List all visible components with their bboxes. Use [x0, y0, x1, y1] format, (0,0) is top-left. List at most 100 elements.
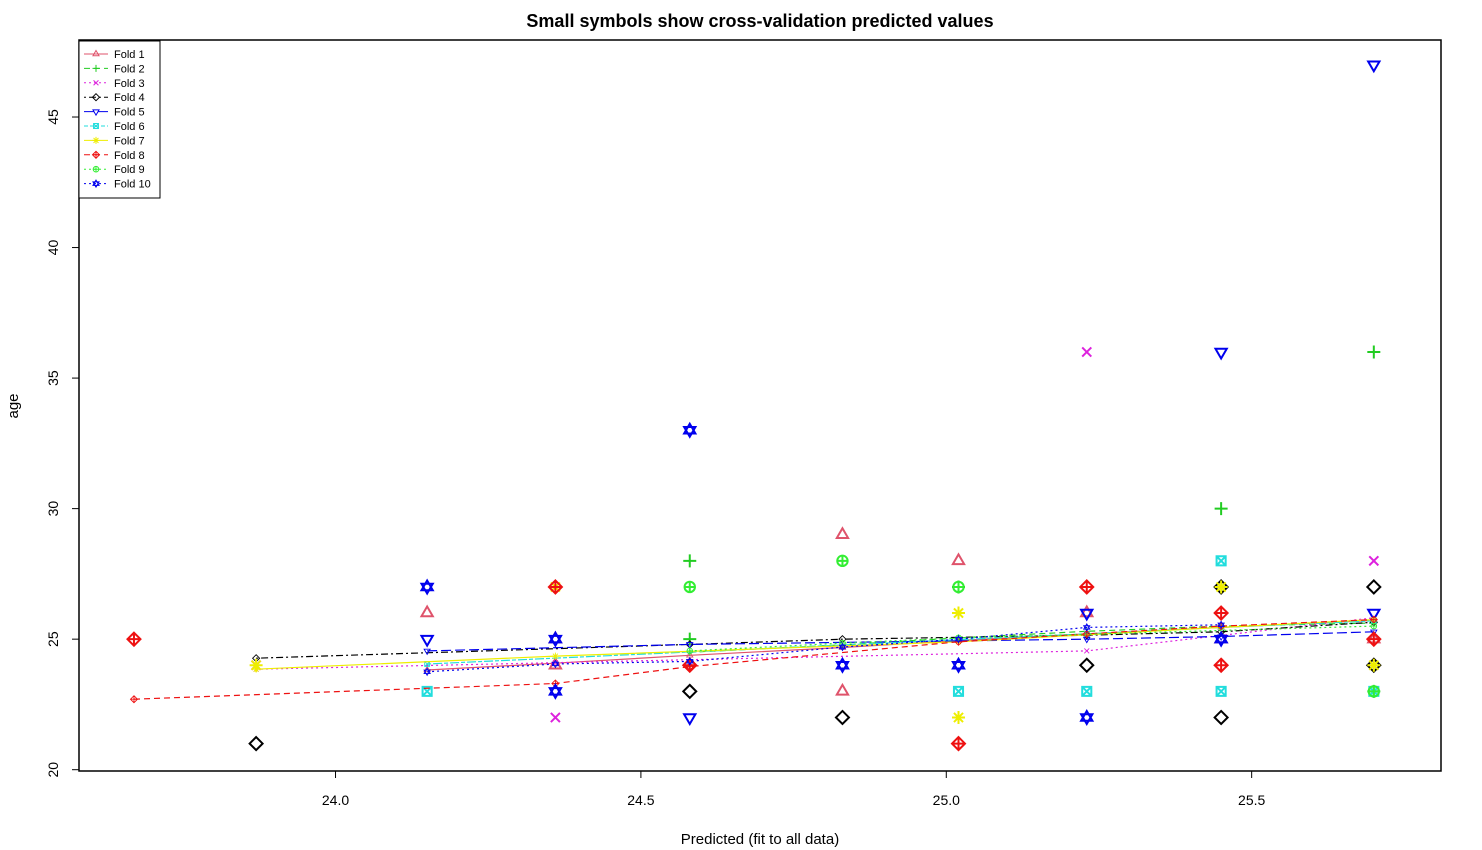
obs-point-fold-10-1	[548, 630, 563, 648]
series-2	[683, 345, 1381, 698]
obs-point-fold-6-1	[952, 685, 965, 697]
series-4	[248, 579, 1382, 752]
cv-line-fold-1	[427, 619, 1374, 671]
legend-label: Fold 5	[114, 107, 145, 119]
obs-point-fold-8-7	[1365, 631, 1382, 648]
obs-point-fold-9-0	[683, 580, 696, 594]
cv-line-fold-8	[133, 619, 1374, 700]
legend-label: Fold 10	[114, 179, 151, 191]
legend-label: Fold 8	[114, 150, 145, 162]
chart-title: Small symbols show cross-validation pred…	[526, 11, 993, 31]
y-tick-label: 40	[45, 240, 61, 256]
obs-point-fold-7-2	[951, 606, 965, 620]
obs-point-fold-5-5	[1366, 608, 1382, 622]
cv-point-fold-7-1	[551, 652, 559, 660]
obs-point-fold-5-0	[419, 634, 435, 648]
legend-item-fold-10: Fold 10	[84, 179, 151, 191]
series-1	[419, 526, 1382, 696]
cv-point-fold-10-0	[423, 667, 431, 677]
obs-point-fold-3-2	[1081, 346, 1093, 358]
cv-line-fold-10	[427, 624, 1222, 673]
x-axis-label: Predicted (fit to all data)	[681, 831, 839, 848]
obs-point-fold-4-4	[1213, 579, 1230, 595]
cv-point-fold-10-1	[551, 659, 560, 669]
obs-point-fold-4-1	[681, 683, 698, 700]
series-8	[126, 579, 1382, 752]
obs-point-fold-3-1	[550, 712, 561, 723]
cv-point-fold-3-2	[1083, 648, 1090, 654]
obs-point-fold-4-2	[834, 709, 851, 726]
legend-item-fold-9: Fold 9	[84, 164, 145, 176]
obs-point-fold-8-0	[126, 631, 142, 648]
obs-point-fold-5-1	[682, 713, 698, 726]
y-axis-label: age	[5, 393, 22, 418]
legend-label: Fold 3	[114, 78, 145, 90]
obs-point-fold-10-0	[419, 578, 435, 596]
obs-point-fold-1-4	[835, 682, 850, 696]
legend-symbol	[92, 179, 100, 189]
legend-symbol	[93, 79, 99, 86]
obs-point-fold-10-7	[1213, 630, 1229, 648]
obs-point-fold-6-3	[1215, 555, 1227, 567]
cv-point-fold-10-4	[954, 634, 963, 644]
legend-symbol	[92, 165, 100, 173]
obs-point-fold-7-3	[951, 710, 965, 724]
cv-line-fold-3	[256, 617, 1374, 670]
obs-point-fold-7-5	[1367, 658, 1381, 672]
x-axis: 24.0 24.5 25.0 25.5	[322, 771, 1266, 808]
obs-point-fold-7-4	[1214, 580, 1228, 594]
obs-point-fold-9-3	[1367, 685, 1381, 698]
y-tick-label: 35	[45, 370, 61, 386]
cv-point-fold-10-3	[838, 642, 847, 652]
cv-point-fold-5-3	[1217, 634, 1225, 641]
series-3	[250, 346, 1380, 723]
cv-point-fold-8-0	[129, 695, 139, 704]
obs-point-fold-1-6	[1079, 604, 1095, 618]
obs-point-fold-7-0	[249, 658, 263, 672]
legend-label: Fold 2	[114, 63, 145, 75]
x-tick-label: 25.0	[933, 792, 960, 808]
obs-point-fold-1-3	[835, 526, 850, 539]
legend-label: Fold 1	[114, 49, 145, 61]
legend: Fold 1 Fold 2 Fold 3 Fold 4 Fold 5 Fold 6 Fold…	[78, 40, 161, 199]
cv-line-fold-5	[427, 631, 1374, 652]
series-5	[419, 60, 1382, 726]
legend-box	[78, 40, 161, 199]
legend-item-fold-5: Fold 5	[84, 107, 145, 119]
obs-point-fold-5-3	[1213, 347, 1229, 361]
cv-point-fold-9-0	[686, 647, 694, 655]
obs-point-fold-8-1	[547, 579, 564, 595]
obs-point-fold-5-2	[1079, 608, 1095, 622]
obs-point-fold-9-1	[836, 554, 849, 568]
obs-point-fold-10-6	[1079, 708, 1095, 726]
obs-point-fold-4-5	[1213, 709, 1230, 726]
legend-symbol	[93, 123, 99, 129]
obs-point-fold-4-6	[1365, 579, 1382, 595]
obs-point-fold-1-0	[419, 604, 435, 618]
y-tick-label: 30	[45, 501, 61, 517]
legend-label: Fold 4	[114, 92, 145, 104]
legend-item-fold-1: Fold 1	[84, 49, 145, 61]
obs-point-fold-8-3	[950, 735, 967, 752]
cv-point-fold-5-4	[1369, 629, 1378, 637]
obs-point-fold-10-3	[682, 421, 698, 439]
cv-point-fold-10-2	[685, 656, 694, 666]
plot-frame	[78, 39, 1442, 772]
y-axis: 20 25 30 35 40 45	[45, 109, 79, 777]
obs-point-fold-4-0	[248, 735, 265, 752]
cv-line-fold-9	[689, 625, 1374, 652]
series-9	[683, 554, 1381, 698]
obs-point-fold-10-2	[548, 682, 563, 700]
series-10	[419, 421, 1229, 726]
obs-point-fold-8-6	[1213, 657, 1230, 674]
cv-point-fold-5-0	[423, 648, 431, 656]
x-tick-label: 24.0	[322, 792, 349, 808]
obs-point-fold-1-5	[951, 552, 966, 566]
obs-point-fold-8-4	[1078, 579, 1095, 595]
x-tick-label: 24.5	[627, 792, 654, 808]
cv-point-fold-10-5	[1082, 623, 1091, 632]
plot-area	[126, 60, 1382, 752]
obs-point-fold-6-4	[1215, 685, 1227, 697]
obs-point-fold-5-4	[1366, 60, 1382, 74]
legend-symbol	[92, 49, 100, 57]
